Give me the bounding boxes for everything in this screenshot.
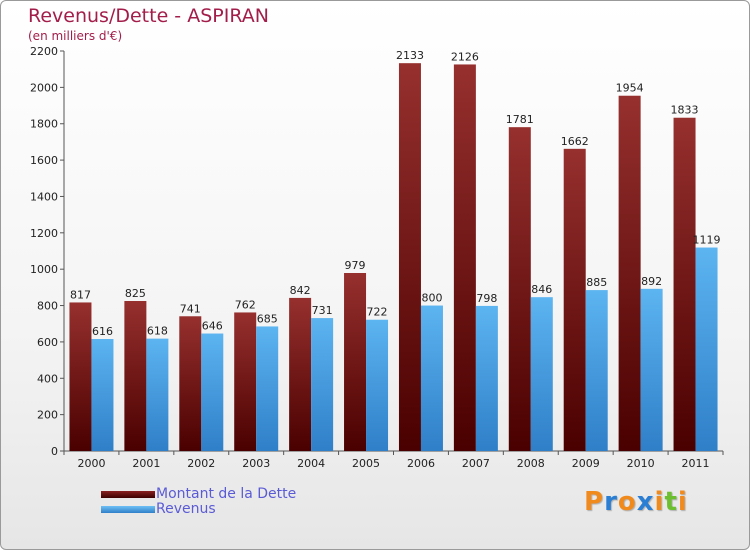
data-label: 1954 <box>616 82 644 95</box>
bar-dette <box>453 64 476 452</box>
logo-letter: i <box>654 487 665 517</box>
y-tick-label: 1600 <box>30 154 58 167</box>
data-label: 2133 <box>396 49 424 62</box>
bar-dette <box>563 148 586 451</box>
bar-revenus <box>530 297 553 451</box>
bar-dette <box>69 302 92 451</box>
bar-revenus <box>256 326 279 451</box>
x-tick-label: 2010 <box>627 457 655 470</box>
legend-label-debt: Montant de la Dette <box>156 486 297 502</box>
x-tick-label: 2008 <box>517 457 545 470</box>
data-label: 892 <box>641 275 662 288</box>
y-tick-label: 2000 <box>30 81 58 94</box>
x-tick-label: 2000 <box>77 457 105 470</box>
bar-dette <box>344 273 367 451</box>
logo-letter: x <box>636 487 655 517</box>
bar-revenus <box>475 305 498 451</box>
data-label: 1662 <box>561 135 589 148</box>
data-label: 741 <box>180 302 201 315</box>
x-tick-label: 2001 <box>132 457 160 470</box>
y-tick-label: 0 <box>51 445 58 458</box>
x-tick-label: 2002 <box>187 457 215 470</box>
data-label: 842 <box>290 284 311 297</box>
data-label: 616 <box>92 325 113 338</box>
y-tick-label: 600 <box>37 336 58 349</box>
data-label: 722 <box>367 306 388 319</box>
bar-revenus <box>201 333 224 451</box>
logo-letter: r <box>604 487 618 517</box>
y-tick-label: 1200 <box>30 227 58 240</box>
y-tick-label: 1800 <box>30 118 58 131</box>
bar-dette <box>179 316 202 451</box>
data-label: 798 <box>476 292 497 305</box>
chart-subtitle: (en milliers d'€) <box>28 29 123 43</box>
data-label: 646 <box>202 320 223 333</box>
y-tick-label: 800 <box>37 300 58 313</box>
x-tick-label: 2004 <box>297 457 325 470</box>
data-label: 1119 <box>693 234 721 247</box>
data-label: 846 <box>531 283 552 296</box>
logo-letter: P <box>584 487 605 517</box>
y-tick-label: 1400 <box>30 190 58 203</box>
data-label: 825 <box>125 287 146 300</box>
x-tick-label: 2005 <box>352 457 380 470</box>
chart-title: Revenus/Dette - ASPIRAN <box>28 5 269 27</box>
bar-dette <box>618 95 641 452</box>
bar-dette <box>289 297 312 451</box>
x-tick-label: 2009 <box>572 457 600 470</box>
legend-swatch-debt <box>101 491 155 498</box>
logo-letter: o <box>617 487 637 517</box>
data-label: 618 <box>147 325 168 338</box>
data-label: 817 <box>70 288 91 301</box>
x-tick-label: 2011 <box>682 457 710 470</box>
bar-revenus <box>146 338 169 451</box>
bar-revenus <box>585 290 608 451</box>
data-label: 1781 <box>506 113 534 126</box>
data-label: 800 <box>421 292 442 305</box>
x-tick-label: 2006 <box>407 457 435 470</box>
x-tick-label: 2003 <box>242 457 270 470</box>
data-label: 685 <box>257 312 278 325</box>
data-label: 1833 <box>671 104 699 117</box>
legend-swatch-revenus <box>101 506 155 513</box>
bar-dette <box>508 127 531 451</box>
data-label: 885 <box>586 276 607 289</box>
bar-revenus <box>640 288 663 451</box>
logo-letter: t <box>664 487 678 517</box>
logo-letter: i <box>677 487 688 517</box>
legend-label-revenus: Revenus <box>156 501 216 517</box>
bar-revenus <box>420 305 443 451</box>
x-tick-label: 2007 <box>462 457 490 470</box>
data-label: 2126 <box>451 50 479 63</box>
bar-revenus <box>311 318 334 451</box>
y-tick-label: 400 <box>37 372 58 385</box>
bar-revenus <box>91 339 114 451</box>
data-label: 762 <box>235 298 256 311</box>
data-label: 731 <box>312 304 333 317</box>
bar-dette <box>124 301 147 451</box>
proxiti-logo: Proxiti <box>584 487 688 517</box>
bar-revenus <box>695 247 718 451</box>
bar-revenus <box>366 319 389 451</box>
data-label: 979 <box>345 259 366 272</box>
y-tick-label: 200 <box>37 409 58 422</box>
y-tick-label: 2200 <box>30 45 58 58</box>
y-tick-label: 1000 <box>30 263 58 276</box>
bar-dette <box>673 117 696 452</box>
bar-dette <box>234 312 257 451</box>
bar-dette <box>398 63 421 451</box>
